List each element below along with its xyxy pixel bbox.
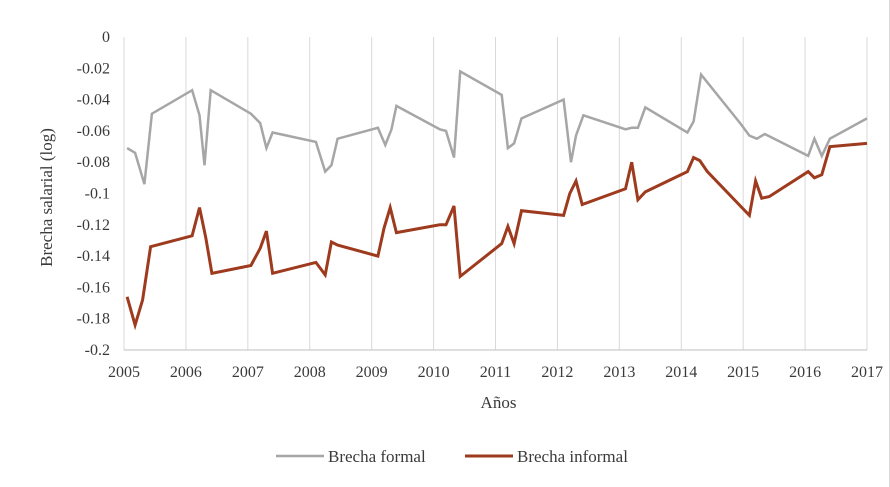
y-tick-label: -0.16: [77, 279, 110, 296]
x-tick-label: 2010: [418, 364, 450, 381]
legend: Brecha formal Brecha informal: [276, 447, 628, 466]
y-tick-label: 0: [102, 29, 110, 46]
y-tick-label: -0.14: [77, 248, 110, 265]
y-tick-label: -0.18: [77, 311, 110, 328]
y-axis-title: Brecha salarial (log): [37, 128, 56, 267]
y-tick-label: -0.2: [85, 342, 110, 359]
legend-label-brecha-formal: Brecha formal: [328, 447, 426, 466]
x-tick-label: 2011: [480, 364, 511, 381]
axes: 2005 2006 2007 2008 2009 2010 2011 2012 2013 2014…: [77, 29, 883, 381]
x-tick-label: 2007: [232, 364, 264, 381]
x-tick-label: 2013: [603, 364, 635, 381]
y-tick-label: -0.12: [77, 217, 110, 234]
y-tick-label: -0.1: [85, 186, 110, 203]
x-tick-label: 2016: [789, 364, 821, 381]
x-tick-label: 2009: [356, 364, 388, 381]
series-lines: [125, 69, 868, 331]
x-tick-label: 2008: [294, 364, 326, 381]
y-tick-label: -0.06: [77, 123, 110, 140]
x-tick-label: 2012: [541, 364, 573, 381]
y-tick-label: -0.04: [77, 92, 110, 109]
x-axis-title: Años: [481, 393, 517, 412]
y-tick-label: -0.02: [77, 60, 110, 77]
x-tick-label: 2015: [727, 364, 759, 381]
x-tick-label: 2017: [851, 364, 883, 381]
series-line-brecha-formal: [126, 69, 868, 185]
x-tick-label: 2014: [665, 364, 697, 381]
gridlines: [123, 37, 868, 350]
series-line-brecha-informal: [125, 141, 868, 331]
y-tick-label: -0.08: [77, 154, 110, 171]
x-tick-label: 2005: [108, 364, 140, 381]
x-tick-label: 2006: [170, 364, 202, 381]
legend-label-brecha-informal: Brecha informal: [517, 447, 628, 466]
